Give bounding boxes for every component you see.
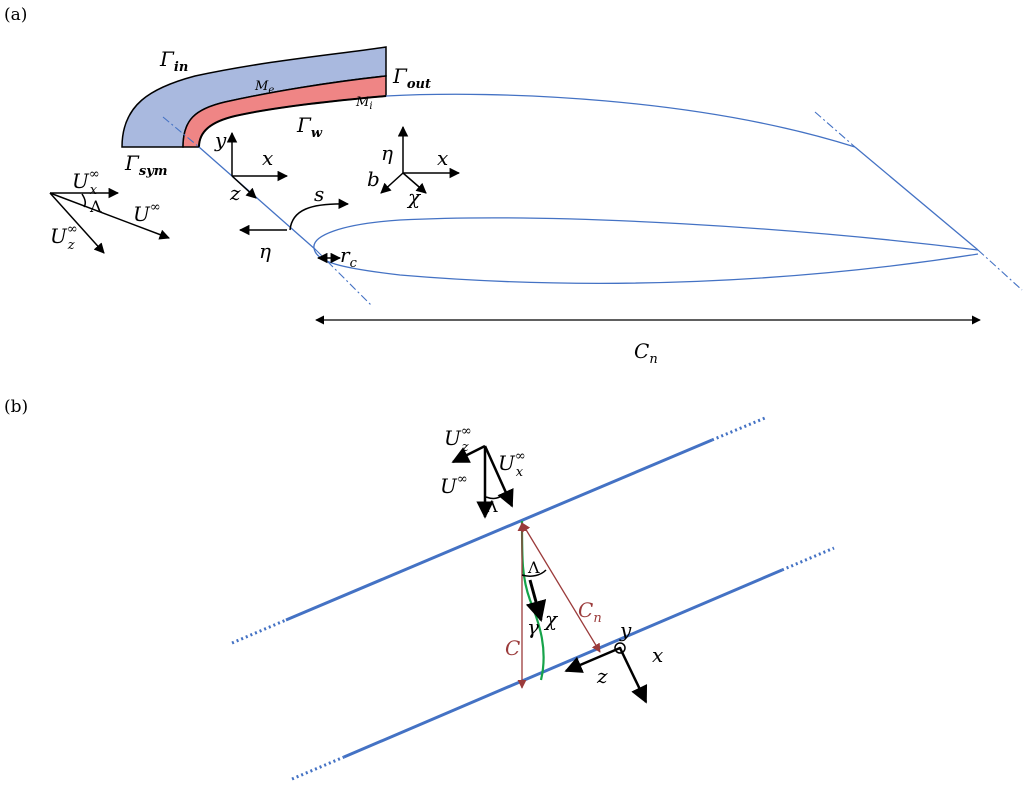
me-label: Me bbox=[254, 79, 274, 96]
s-label: s bbox=[314, 182, 324, 206]
gamma-in-label: Γin bbox=[159, 47, 188, 75]
s-curve-arrow bbox=[289, 198, 350, 231]
trailing-edge-extension-bottom bbox=[977, 249, 1023, 291]
ux-inf-label-b: U∞ x bbox=[498, 449, 526, 480]
lower-trailing-edge-line bbox=[343, 568, 783, 759]
eta-label: η bbox=[259, 239, 271, 263]
lower-line-dotted-left bbox=[291, 755, 345, 781]
gamma-out-label: Γout bbox=[392, 64, 431, 92]
xyz-axes-b bbox=[564, 646, 648, 704]
u-inf-label: U∞ bbox=[133, 200, 161, 226]
freestream-vectors bbox=[49, 187, 170, 254]
upper-line-dotted-left bbox=[231, 618, 287, 645]
x-axis-label-a2: x bbox=[437, 146, 448, 170]
gamma-w-label: Γw bbox=[296, 113, 323, 141]
eta-axis-label: η bbox=[381, 141, 393, 165]
leading-edge-extension-bottom bbox=[315, 249, 373, 307]
leading-edge-extension-top bbox=[162, 116, 200, 148]
lambda-label-b: Λ bbox=[527, 558, 540, 577]
ux-inf-label: U∞ x bbox=[72, 167, 100, 198]
rc-label: rc bbox=[340, 243, 358, 271]
cn-label-a: Cn bbox=[634, 339, 658, 367]
freestream-vectors-b bbox=[451, 444, 514, 519]
chi-label-b: χ bbox=[543, 607, 559, 631]
xyz-axes bbox=[226, 131, 289, 199]
b-axis-label: b bbox=[367, 167, 380, 191]
wing-upper-outline bbox=[385, 93, 856, 148]
chi-axis-label: χ bbox=[406, 185, 422, 209]
lambda-label-b-top: Λ bbox=[485, 497, 498, 516]
airfoil-section bbox=[313, 217, 979, 284]
wing-tip-edge bbox=[854, 146, 979, 251]
uz-inf-label: U∞ z bbox=[50, 222, 78, 253]
cn-label-b: Cn bbox=[578, 598, 602, 626]
chord-cn-arrow bbox=[521, 522, 601, 653]
panel-b-label: (b) bbox=[4, 397, 28, 417]
u-inf-label-b: U∞ bbox=[440, 472, 468, 498]
y-axis-label-b: y bbox=[619, 618, 632, 642]
upper-line-dotted-right bbox=[711, 416, 766, 442]
eta-chi-axes bbox=[380, 125, 461, 194]
gamma-sym-label: Γsym bbox=[124, 151, 168, 179]
lower-line-dotted-right bbox=[781, 546, 835, 572]
lambda-a-label: Λ bbox=[89, 197, 102, 216]
z-axis-label-a: z bbox=[229, 181, 241, 205]
y-axis-label-a: y bbox=[214, 128, 227, 152]
y-axis-out-of-plane-icon bbox=[614, 642, 626, 654]
lambda-arc-b bbox=[521, 569, 547, 577]
trailing-edge-extension-top bbox=[814, 111, 856, 148]
uz-inf-label-b: U∞ z bbox=[444, 424, 472, 455]
c-label-b: C bbox=[505, 636, 520, 660]
leading-edge-line bbox=[198, 146, 317, 251]
lambda-arc-b-top bbox=[485, 493, 504, 500]
upper-leading-edge-line bbox=[285, 438, 713, 622]
streamline-curve bbox=[520, 520, 545, 681]
panel-a-label: (a) bbox=[4, 5, 27, 25]
x-axis-label-b: x bbox=[652, 643, 663, 667]
x-axis-label-a: x bbox=[262, 146, 273, 170]
gamma-label-b: γ bbox=[527, 615, 539, 639]
z-axis-label-b: z bbox=[596, 664, 608, 688]
chi-arrow bbox=[525, 579, 547, 623]
wall-boundary bbox=[198, 95, 387, 148]
mi-label: Mi bbox=[355, 95, 373, 112]
